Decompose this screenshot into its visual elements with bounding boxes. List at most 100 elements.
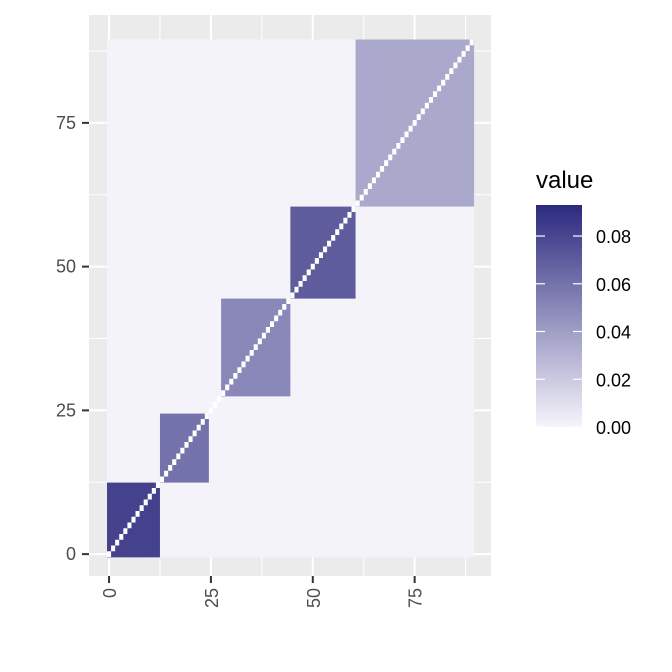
heatmap-cell: [180, 45, 185, 52]
heatmap-cell: [241, 309, 246, 316]
heatmap-cell: [294, 114, 299, 121]
heatmap-cell: [322, 131, 328, 138]
heatmap-cell: [233, 407, 238, 414]
heatmap-cell: [327, 321, 332, 328]
heatmap-cell: [188, 85, 193, 92]
heatmap-cell: [196, 373, 202, 380]
heatmap-cell: [229, 344, 234, 351]
heatmap-cell: [265, 194, 271, 201]
heatmap-cell: [327, 304, 332, 311]
heatmap-cell: [196, 516, 202, 523]
heatmap-cell: [241, 56, 246, 63]
heatmap-cell: [204, 493, 210, 500]
heatmap-cell: [212, 511, 218, 518]
heatmap-cell: [225, 108, 230, 115]
heatmap-cell: [306, 263, 312, 270]
heatmap-cell: [196, 39, 202, 46]
heatmap-cell: [270, 137, 275, 144]
heatmap-cell: [225, 401, 230, 408]
heatmap-cell: [282, 177, 287, 184]
heatmap-cell: [192, 131, 197, 138]
heatmap-cell: [327, 407, 332, 414]
heatmap-cell: [135, 315, 140, 322]
heatmap-cell: [253, 430, 259, 437]
heatmap-cell: [204, 332, 210, 339]
heatmap-cell: [278, 355, 283, 362]
heatmap-cell: [249, 367, 255, 374]
heatmap-cell: [147, 235, 153, 242]
heatmap-cell: [265, 384, 271, 391]
heatmap-cell: [111, 309, 116, 316]
heatmap-cell: [217, 534, 222, 541]
heatmap-cell: [253, 125, 259, 132]
heatmap-cell: [322, 465, 328, 472]
heatmap-cell: [233, 114, 238, 121]
heatmap-cell: [257, 378, 263, 385]
heatmap-cell: [318, 442, 324, 449]
heatmap-cell: [302, 413, 308, 420]
heatmap-cell: [127, 281, 132, 288]
heatmap-cell: [139, 160, 145, 167]
heatmap-cell: [274, 309, 279, 316]
heatmap-cell: [221, 200, 226, 207]
heatmap-cell: [184, 465, 189, 472]
heatmap-cell: [155, 493, 161, 500]
heatmap-cell: [192, 309, 197, 316]
heatmap-cell: [200, 534, 206, 541]
heatmap-cell: [327, 206, 332, 213]
heatmap-cell: [306, 246, 312, 253]
heatmap-cell: [310, 235, 316, 242]
heatmap-cell: [217, 424, 222, 431]
heatmap-cell: [298, 407, 303, 414]
heatmap-cell: [310, 120, 316, 127]
heatmap-cell: [188, 424, 193, 431]
heatmap-cell: [135, 137, 140, 144]
heatmap-cell: [147, 488, 153, 495]
heatmap-cell: [212, 51, 218, 58]
heatmap-cell: [290, 189, 295, 196]
heatmap-cell: [245, 292, 250, 299]
heatmap-cell: [249, 482, 255, 489]
heatmap-cell: [241, 206, 246, 213]
heatmap-cell: [314, 488, 320, 495]
heatmap-cell: [322, 223, 328, 230]
heatmap-cell: [327, 143, 332, 150]
heatmap-cell: [119, 401, 124, 408]
heatmap-cell: [290, 229, 295, 236]
heatmap-cell: [327, 344, 332, 351]
heatmap-cell: [233, 154, 238, 161]
heatmap-cell: [168, 258, 173, 265]
heatmap-cell: [245, 413, 250, 420]
heatmap-cell: [180, 39, 185, 46]
heatmap-cell: [274, 430, 279, 437]
heatmap-cell: [127, 551, 132, 558]
heatmap-cell: [310, 350, 316, 357]
heatmap-cell: [318, 177, 324, 184]
heatmap-cell: [298, 499, 303, 506]
heatmap-cell: [151, 378, 157, 385]
heatmap-cell: [282, 378, 287, 385]
heatmap-cell: [159, 361, 165, 368]
heatmap-cell: [221, 465, 226, 472]
heatmap-cell: [249, 189, 255, 196]
heatmap-cell: [229, 79, 234, 86]
heatmap-cell: [314, 235, 320, 242]
heatmap-cell: [302, 539, 308, 546]
heatmap-cell: [327, 281, 332, 288]
heatmap-cell: [119, 482, 124, 489]
heatmap-cell: [147, 430, 153, 437]
heatmap-cell: [221, 68, 226, 75]
heatmap-cell: [229, 373, 234, 380]
heatmap-cell: [298, 482, 303, 489]
heatmap-cell: [168, 62, 173, 69]
heatmap-cell: [241, 407, 246, 414]
heatmap-cell: [119, 108, 124, 115]
heatmap-cell: [184, 539, 189, 546]
heatmap-cell: [180, 476, 185, 483]
heatmap-cell: [107, 390, 112, 397]
heatmap-cell: [233, 166, 238, 173]
heatmap-cell: [261, 217, 267, 224]
heatmap-cell: [229, 493, 234, 500]
heatmap-cell: [286, 200, 291, 207]
heatmap-cell: [257, 108, 263, 115]
